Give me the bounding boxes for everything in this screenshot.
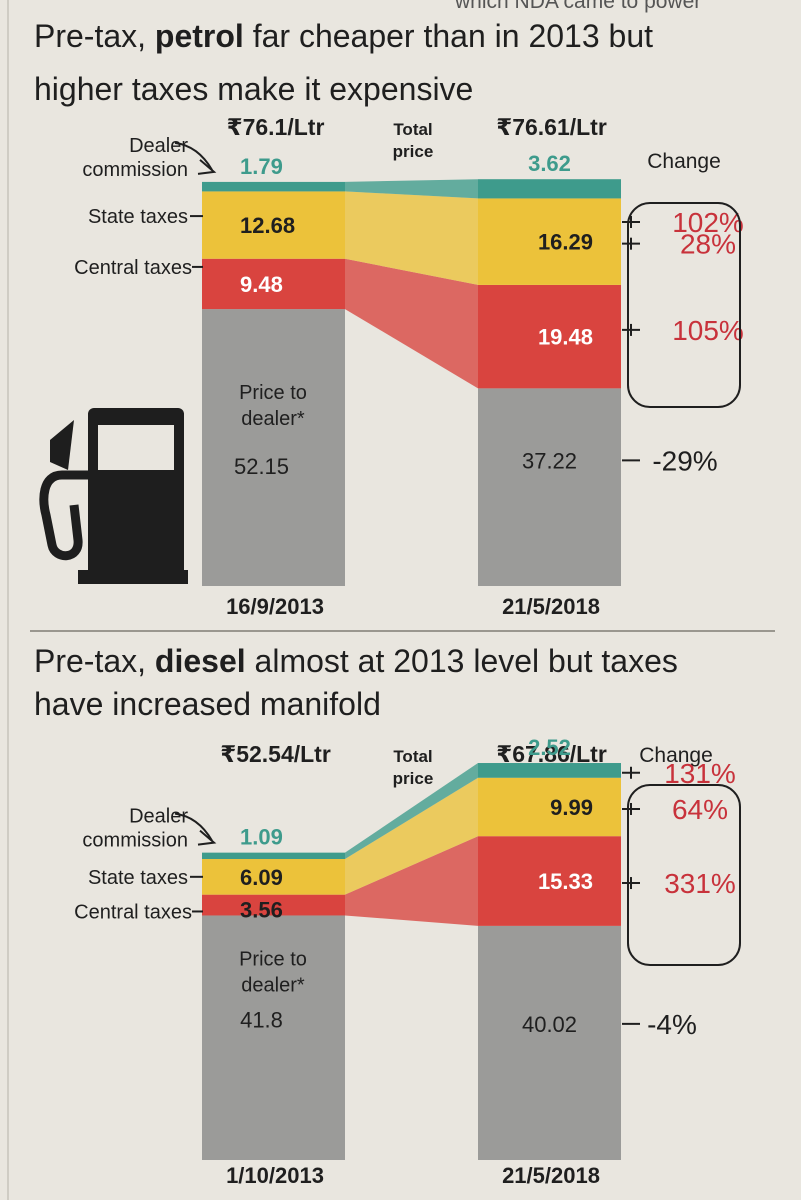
row-pointer: [197, 159, 217, 175]
change-value-state-taxes: 64%: [672, 794, 728, 825]
title-text: Pre-tax,: [34, 18, 155, 54]
bar-left-central-taxes: [202, 258, 345, 310]
bar-left-dealer-commission: [202, 852, 345, 860]
total-price-label: Total: [393, 747, 432, 766]
change-value-dealer-commission: 102%: [672, 207, 744, 238]
total-price-right: ₹76.61/Ltr: [496, 114, 607, 140]
value-label-right-dealer-commission: 3.62: [528, 151, 571, 176]
total-price-right: ₹67.86/Ltr: [496, 741, 607, 767]
title-text: almost at 2013 level but taxes: [246, 643, 678, 679]
connector-band-state-taxes: [345, 191, 478, 285]
bar-left-state-taxes: [202, 859, 345, 895]
total-price-label: price: [393, 769, 434, 788]
price-to-dealer-label: dealer*: [241, 974, 305, 996]
chart-title-line: have increased manifold: [34, 686, 381, 722]
row-pointer: [174, 141, 213, 171]
bar-right-central-taxes: [478, 284, 621, 389]
value-label-left-central-taxes: 3.56: [240, 897, 283, 922]
pump-base: [78, 570, 188, 584]
row-label-state-taxes: State taxes: [88, 206, 188, 228]
value-label-left-dealer-commission: 1.09: [240, 825, 283, 850]
change-value-central-taxes: 331%: [664, 868, 736, 899]
value-label-left-state-taxes: 12.68: [240, 213, 295, 238]
row-label-dealer-commission: Dealer: [129, 806, 188, 828]
chart-title-line: Pre-tax, diesel almost at 2013 level but…: [34, 643, 678, 679]
change-value-central-taxes: 105%: [672, 315, 744, 346]
category-label-left: 1/10/2013: [226, 1163, 324, 1188]
value-label-left-central-taxes: 9.48: [240, 272, 283, 297]
bar-right-central-taxes: [478, 836, 621, 926]
connector-band-dealer-commission: [345, 179, 478, 199]
connector-band-central-taxes: [345, 258, 478, 389]
value-label-right-dealer-commission: 2.52: [528, 735, 571, 760]
title-text: far cheaper than in 2013 but: [244, 18, 653, 54]
change-header: Change: [639, 744, 713, 767]
title-text: Pre-tax,: [34, 643, 155, 679]
value-label-right-state-taxes: 16.29: [538, 230, 593, 255]
price-to-dealer-label: Price to: [239, 382, 307, 404]
title-keyword: petrol: [155, 18, 244, 54]
bar-right-price-to-dealer: [478, 925, 621, 1160]
title-text: higher taxes make it expensive: [34, 71, 473, 107]
title-text: have increased manifold: [34, 686, 381, 722]
category-label-right: 21/5/2018: [502, 1163, 600, 1188]
row-label-dealer-commission: Dealer: [129, 135, 188, 157]
price-to-dealer-label: dealer*: [241, 408, 305, 430]
total-price-left: ₹52.54/Ltr: [220, 741, 331, 767]
pump-window: [98, 425, 174, 470]
value-label-left-state-taxes: 6.09: [240, 865, 283, 890]
value-label-right-state-taxes: 9.99: [550, 795, 593, 820]
bar-right-dealer-commission: [478, 763, 621, 778]
bar-left-price-to-dealer: [202, 915, 345, 1160]
connector-band-state-taxes: [345, 777, 478, 895]
price-to-dealer-label: Price to: [239, 948, 307, 970]
row-label-dealer-commission: commission: [82, 830, 188, 852]
bar-left-dealer-commission: [202, 181, 345, 192]
change-value-dealer-commission: 131%: [664, 758, 736, 789]
chart-title-line: higher taxes make it expensive: [34, 71, 473, 107]
total-price-label: Total: [393, 120, 432, 139]
change-highlight-box: [627, 202, 741, 408]
change-value-state-taxes: 28%: [680, 229, 736, 260]
chart-title-line: Pre-tax, petrol far cheaper than in 2013…: [34, 18, 653, 54]
value-label-left-dealer-commission: 1.79: [240, 154, 283, 179]
bar-right-state-taxes: [478, 198, 621, 285]
bar-left-central-taxes: [202, 894, 345, 916]
bar-left-price-to-dealer: [202, 309, 345, 586]
change-value-price-to-dealer: -29%: [652, 445, 717, 476]
pump-hose: [39, 470, 88, 561]
change-highlight-box: [627, 784, 741, 966]
row-pointer: [174, 812, 213, 842]
value-label-right-price-to-dealer: 37.22: [522, 448, 577, 473]
chart-panel-1: Pre-tax, petrol far cheaper than in 2013…: [34, 18, 744, 619]
chart-panel-2: Pre-tax, diesel almost at 2013 level but…: [34, 643, 741, 1188]
connector-band-dealer-commission: [345, 763, 478, 860]
bar-right-state-taxes: [478, 777, 621, 837]
value-label-right-central-taxes: 15.33: [538, 869, 593, 894]
change-value-price-to-dealer: -4%: [647, 1009, 697, 1040]
value-label-right-central-taxes: 19.48: [538, 325, 593, 350]
row-label-state-taxes: State taxes: [88, 867, 188, 889]
value-label-left-price-to-dealer: 52.15: [234, 454, 289, 479]
pump-nozzle: [50, 420, 74, 470]
row-label-central-taxes: Central taxes: [74, 901, 192, 923]
bar-right-price-to-dealer: [478, 388, 621, 586]
fuel-pump-icon: [39, 408, 188, 584]
total-price-label: price: [393, 142, 434, 161]
title-keyword: diesel: [155, 643, 246, 679]
category-label-right: 21/5/2018: [502, 594, 600, 619]
category-label-left: 16/9/2013: [226, 594, 324, 619]
connector-band-central-taxes: [345, 836, 478, 926]
bar-right-dealer-commission: [478, 179, 621, 199]
value-label-right-price-to-dealer: 40.02: [522, 1012, 577, 1037]
row-label-central-taxes: Central taxes: [74, 257, 192, 279]
bar-left-state-taxes: [202, 191, 345, 259]
value-label-left-price-to-dealer: 41.8: [240, 1007, 283, 1032]
change-header: Change: [647, 150, 721, 173]
total-price-left: ₹76.1/Ltr: [227, 114, 325, 140]
top-strip-text: which NDA came to power: [454, 0, 701, 13]
row-label-dealer-commission: commission: [82, 159, 188, 181]
row-pointer: [197, 829, 217, 846]
